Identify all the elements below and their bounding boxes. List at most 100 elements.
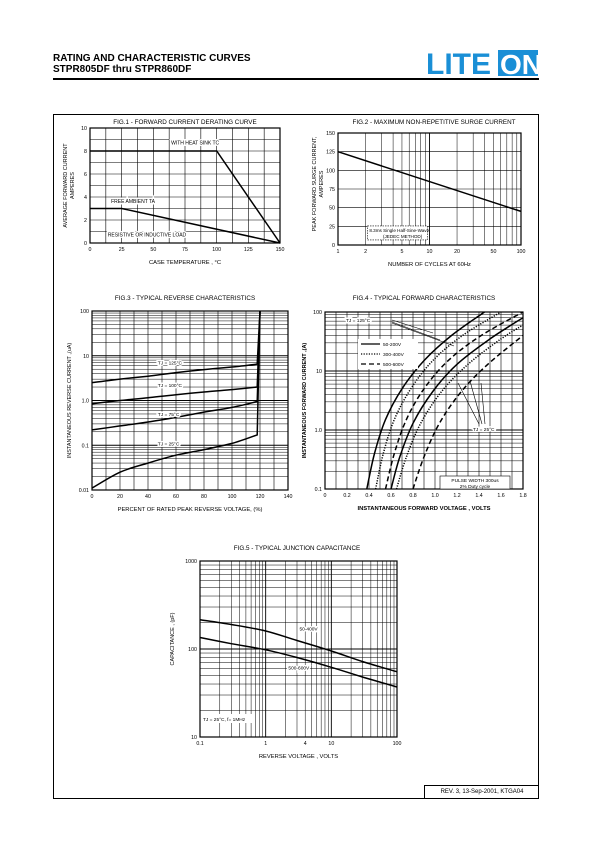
fig2-annotation-box — [367, 225, 428, 241]
fig4-x-axis-label: INSTANTANEOUS FORWARD VOLTAGE , VOLTS — [357, 506, 490, 512]
fig3-y-axis-label: INSTANTANEOUS REVERSE CURRENT ,(uA) — [67, 343, 73, 459]
fig1-y-axis-label-2: AMPERES — [70, 172, 76, 199]
fig3-plot-border — [91, 310, 289, 491]
fig1-x-tick-label: 50 — [150, 247, 156, 253]
fig2-x-tick-label: 50 — [491, 249, 497, 255]
fig4-grid — [324, 311, 524, 490]
fig1-series-label-heatsink: WITH HEAT SINK TC — [171, 141, 219, 147]
fig4-plot-border — [324, 311, 524, 490]
fig3-chart: FIG.3 - TYPICAL REVERSE CHARACTERISTICS 0… — [67, 295, 292, 513]
fig1-x-tick-label: 100 — [212, 247, 221, 253]
fig4-series-line — [390, 317, 524, 490]
fig2-y-tick-label: 150 — [326, 131, 335, 137]
logo-text-lite: LITE — [426, 48, 491, 78]
fig4-x-tick-label: 0.6 — [387, 493, 394, 499]
fig3-title: FIG.3 - TYPICAL REVERSE CHARACTERISTICS — [115, 295, 255, 302]
fig3-series-line — [91, 310, 261, 405]
fig4-legend-label: 50-200V — [383, 342, 402, 348]
fig2-plot-border — [337, 132, 522, 246]
fig2-y-tick-label: 75 — [329, 187, 335, 193]
fig2-x-tick-label: 1 — [337, 249, 340, 255]
fig1-y-tick-label: 8 — [84, 149, 87, 155]
fig3-x-tick-label: 80 — [201, 494, 207, 500]
fig4-series-line — [366, 311, 485, 490]
fig3-y-tick-label: 0.01 — [79, 488, 89, 494]
fig4-x-tick-label: 0.4 — [365, 493, 372, 499]
fig1-y-tick-label: 2 — [84, 218, 87, 224]
fig5-x-tick-label: 4 — [304, 741, 307, 747]
fig1-annotation-load: RESISTIVE OR INDUCTIVE LOAD — [108, 233, 187, 239]
fig4-y-tick-label: 100 — [313, 310, 322, 316]
fig3-x-tick-label: 60 — [173, 494, 179, 500]
fig4-x-tick-label: 1.6 — [497, 493, 504, 499]
fig1-chart: FIG.1 - FORWARD CURRENT DERATING CURVE 0 2… — [63, 119, 284, 266]
fig5-x-tick-label: 1 — [264, 741, 267, 747]
fig2-title: FIG.2 - MAXIMUM NON-REPETITIVE SURGE CUR… — [352, 119, 515, 126]
fig2-grid — [337, 132, 522, 246]
fig3-series-line — [91, 310, 261, 489]
fig3-x-tick-label: 40 — [145, 494, 151, 500]
fig5-plot-border — [199, 560, 398, 738]
fig5-x-tick-label: 100 — [393, 741, 402, 747]
fig4-x-tick-label: 0 — [324, 493, 327, 499]
fig5-y-tick-label: 10 — [191, 735, 197, 741]
fig4-series-line — [384, 311, 524, 490]
fig5-grid — [199, 560, 398, 738]
fig5-title: FIG.5 - TYPICAL JUNCTION CAPACITANCE — [234, 545, 360, 552]
fig3-y-tick-label: 10 — [83, 354, 89, 360]
fig1-series-line — [90, 207, 281, 244]
fig1-x-tick-label: 25 — [119, 247, 125, 253]
fig5-x-tick-label: 10 — [328, 741, 334, 747]
fig3-x-axis-label: PERCENT OF RATED PEAK REVERSE VOLTAGE, (… — [118, 507, 263, 513]
fig4-annotation-arrows-25 — [457, 380, 486, 425]
fig4-legend-label: 500-600V — [383, 362, 405, 368]
fig2-series-line — [337, 150, 522, 213]
fig2-y-tick-label: 0 — [332, 243, 335, 249]
fig2-x-axis-label: NUMBER OF CYCLES AT 60Hz — [388, 262, 471, 268]
fig4-chart: FIG.4 - TYPICAL FORWARD CHARACTERISTICS 0… — [302, 295, 527, 512]
fig5-y-tick-label: 1000 — [185, 559, 197, 565]
fig5-series-line — [199, 636, 398, 688]
fig1-x-tick-label: 125 — [244, 247, 253, 253]
header-rule — [53, 78, 539, 80]
fig5-series-label-500-600: 500-600V — [288, 665, 310, 671]
fig1-y-tick-label: 0 — [84, 241, 87, 247]
fig5-y-tick-label: 100 — [188, 647, 197, 653]
page-title: RATING AND CHARACTERISTIC CURVES STPR805… — [53, 53, 251, 75]
fig4-legend-label: 300-400V — [383, 352, 405, 358]
title-line-1: RATING AND CHARACTERISTIC CURVES — [53, 53, 251, 64]
fig2-y-tick-label: 125 — [326, 150, 335, 156]
fig2-chart: FIG.2 - MAXIMUM NON-REPETITIVE SURGE CUR… — [312, 119, 525, 268]
fig1-series-line — [90, 150, 281, 244]
fig4-annotation-pulse: PULSE WIDTH 300us — [451, 478, 499, 484]
fig3-x-tick-label: 0 — [91, 494, 94, 500]
fig4-annotation-duty: 2% Duty cycle — [460, 484, 491, 490]
fig1-title: FIG.1 - FORWARD CURRENT DERATING CURVE — [113, 119, 256, 126]
fig4-y-tick-label: 1.0 — [315, 428, 322, 434]
fig4-series-line — [374, 311, 502, 490]
fig4-x-tick-label: 1.4 — [475, 493, 482, 499]
fig1-y-tick-label: 4 — [84, 195, 87, 201]
fig4-y-tick-label: 0.1 — [315, 487, 322, 493]
fig4-annotation-arrows-125 — [391, 319, 455, 347]
fig2-x-tick-label: 100 — [517, 249, 526, 255]
fig4-title: FIG.4 - TYPICAL FORWARD CHARACTERISTICS — [353, 295, 495, 302]
fig5-y-axis-label: CAPACITANCE , (pF) — [170, 612, 176, 665]
fig3-x-tick-label: 140 — [284, 494, 293, 500]
fig2-x-tick-label: 2 — [364, 249, 367, 255]
fig4-x-tick-label: 1.2 — [453, 493, 460, 499]
fig2-annotation-1: 8.3ms Single Half-Sine-Wave — [369, 228, 429, 233]
fig2-x-tick-label: 20 — [454, 249, 460, 255]
fig3-series-label: TJ = 125°C — [158, 361, 183, 367]
fig3-x-tick-label: 20 — [117, 494, 123, 500]
fig2-y-axis-label-1: PEAK FORWARD SURGE CURRENT, — [312, 136, 318, 231]
fig4-annotation-tj125: TJ = 125°C — [346, 318, 371, 324]
title-line-2: STPR805DF thru STPR860DF — [53, 64, 192, 75]
fig5-annotation-box — [201, 714, 253, 723]
fig1-y-tick-label: 10 — [81, 126, 87, 132]
fig2-y-tick-label: 25 — [329, 224, 335, 230]
fig4-x-tick-label: 1.8 — [519, 493, 526, 499]
fig3-x-tick-label: 100 — [228, 494, 237, 500]
